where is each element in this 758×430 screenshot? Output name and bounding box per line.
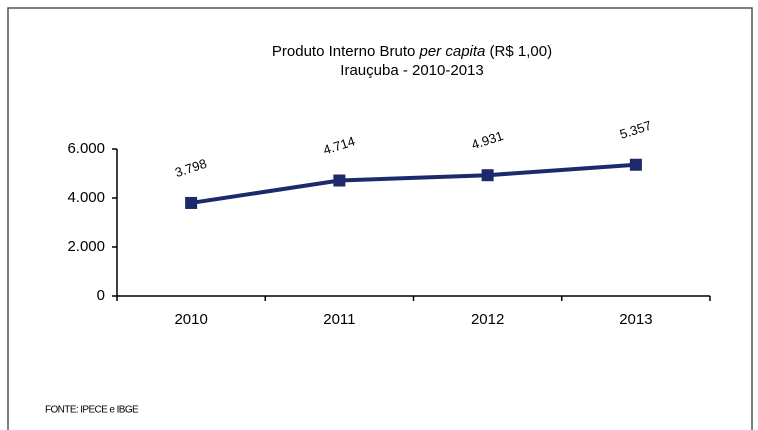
series-line [190,162,637,205]
y-tick-label: 4.000 [67,189,105,206]
source-note: FONTE: IPECE e IBGE [45,405,139,416]
data-label: 3.798 [173,156,209,180]
title-part: per capita [419,43,486,60]
y-tick-label: 0 [97,287,105,304]
x-tick-label: 2013 [619,311,652,328]
x-tick-label: 2011 [323,311,355,328]
title-part: Produto Interno Bruto [272,43,420,60]
y-tick-label: 2.000 [67,238,105,255]
x-tick-label: 2010 [174,311,207,328]
data-label: 4.931 [470,128,506,152]
title-part: (R$ 1,00) [485,43,552,60]
y-tick-label: 6.000 [67,140,105,157]
x-tick-label: 2012 [471,311,504,328]
chart-subtitle: Irauçuba - 2010-2013 [340,62,483,79]
frame [7,7,753,430]
point-marker [481,169,494,182]
point-marker [333,174,346,187]
point-marker [185,196,198,209]
data-label: 5.357 [618,118,654,142]
point-marker [629,158,642,171]
data-label: 4.714 [321,133,357,157]
chart-title: Produto Interno Bruto per capita (R$ 1,0… [272,43,552,60]
